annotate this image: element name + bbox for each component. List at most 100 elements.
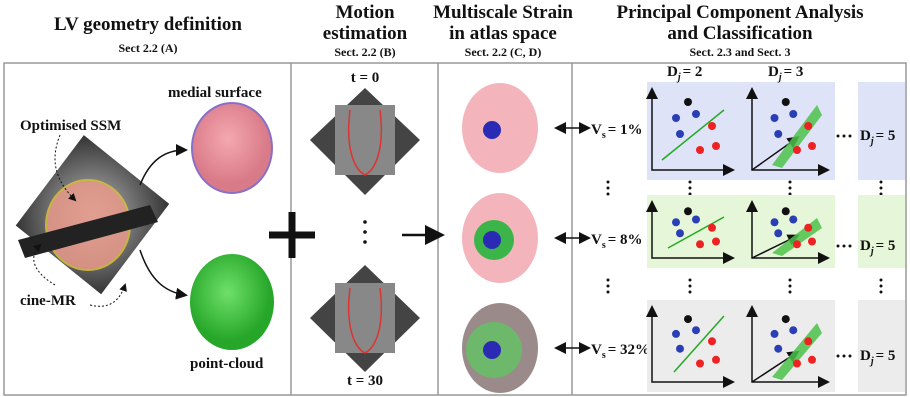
label: t = 30 <box>347 373 383 389</box>
sample <box>712 356 720 364</box>
value: = 32% <box>608 342 650 358</box>
label: point-cloud <box>190 356 264 372</box>
medial-surface <box>192 103 272 193</box>
shape <box>335 105 395 175</box>
dot <box>849 245 852 248</box>
sample <box>793 360 801 368</box>
sample <box>672 114 680 122</box>
sample <box>771 218 779 226</box>
shape <box>363 240 367 244</box>
dot <box>689 285 692 288</box>
dot <box>843 245 846 248</box>
section-ref: Sect. 2.2 (B) <box>334 45 395 59</box>
dot <box>607 291 610 294</box>
column-title: and Classification <box>667 23 813 44</box>
value: = 5 <box>876 128 896 144</box>
value: = 5 <box>876 348 896 364</box>
dot <box>849 135 852 138</box>
dot <box>689 279 692 282</box>
symbol: D <box>860 238 871 254</box>
label: medial surface <box>168 85 262 101</box>
sample <box>692 110 700 118</box>
sample <box>793 146 801 154</box>
dot <box>789 285 792 288</box>
sample <box>708 337 716 345</box>
column-title: in atlas space <box>449 23 557 44</box>
column-title: Multiscale Strain <box>433 2 573 23</box>
label: cine-MR <box>20 293 76 309</box>
sample <box>774 345 782 353</box>
shape <box>483 121 501 139</box>
label: Optimised SSM <box>20 118 121 134</box>
column-title: LV geometry definition <box>54 14 242 35</box>
sample <box>804 122 812 130</box>
value: = 8% <box>608 232 643 248</box>
sample <box>789 326 797 334</box>
sample <box>696 240 704 248</box>
dot <box>849 355 852 358</box>
value: = 5 <box>876 238 896 254</box>
sample <box>789 110 797 118</box>
shape <box>335 283 395 353</box>
ellipsis <box>837 355 852 358</box>
dot <box>689 187 692 190</box>
dot <box>837 245 840 248</box>
rows: Vs= 1%Dj= 2Dj= 3Dj= 5Vs= 8%Dj= 5Vs= 32%D… <box>557 64 905 392</box>
subscript: s <box>602 240 606 251</box>
dot <box>789 291 792 294</box>
symbol: V <box>591 342 602 358</box>
shape <box>363 220 367 224</box>
symbol: V <box>591 232 602 248</box>
shape <box>363 230 367 234</box>
sample <box>672 218 680 226</box>
symbol: D <box>667 64 678 80</box>
dot <box>607 279 610 282</box>
ellipsis <box>607 181 883 196</box>
section-ref: Sect 2.2 (A) <box>119 41 178 55</box>
sample <box>771 114 779 122</box>
section-ref: Sect. 2.3 and Sect. 3 <box>690 45 791 59</box>
dot <box>837 135 840 138</box>
sample <box>696 360 704 368</box>
label: t = 0 <box>351 70 380 86</box>
dot <box>607 187 610 190</box>
sample <box>808 238 816 246</box>
dimension: Dj= 3 <box>768 64 803 83</box>
subscript: s <box>602 130 606 141</box>
sample <box>696 146 704 154</box>
page: LV geometry definition Sect 2.2 (A) Motion… <box>0 0 910 397</box>
ellipsis <box>607 279 883 294</box>
strain-scale: Vs= 32% <box>591 342 650 361</box>
sample <box>782 207 790 215</box>
sample <box>676 229 684 237</box>
figure: LV geometry definition Sect 2.2 (A) Motion… <box>0 0 910 397</box>
symbol: V <box>591 122 602 138</box>
column-title: Principal Component Analysis <box>616 2 863 23</box>
arrow <box>140 250 185 295</box>
dot <box>689 291 692 294</box>
value: = 3 <box>784 64 804 80</box>
plus <box>269 212 315 258</box>
column-title: Motion <box>335 2 395 23</box>
dot <box>789 187 792 190</box>
class-box <box>858 300 905 392</box>
motion-slices <box>310 88 420 372</box>
class-box <box>858 195 905 268</box>
dot <box>689 181 692 184</box>
symbol: D <box>860 348 871 364</box>
ellipsis <box>837 135 852 138</box>
column-title: estimation <box>323 23 408 44</box>
sample <box>684 315 692 323</box>
dot <box>880 285 883 288</box>
value: = 1% <box>608 122 643 138</box>
sample <box>708 122 716 130</box>
shape <box>483 231 501 249</box>
dot <box>789 181 792 184</box>
sample <box>793 240 801 248</box>
subscript: s <box>602 350 606 361</box>
ellipsis <box>837 245 852 248</box>
sample <box>808 142 816 150</box>
strain-scale: Vs= 1% <box>591 122 643 141</box>
sample <box>782 98 790 106</box>
sample <box>708 224 716 232</box>
